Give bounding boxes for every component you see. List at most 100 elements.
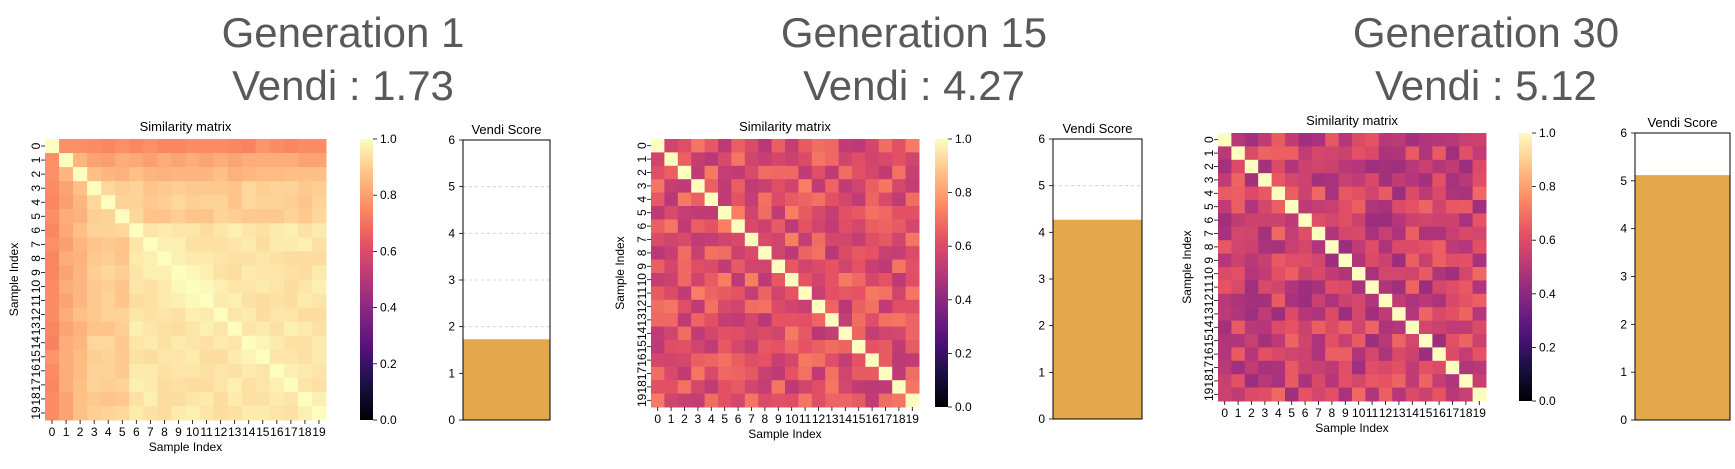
heatmap-cell — [852, 206, 866, 220]
y-tick-label: 19 — [635, 393, 649, 407]
heatmap-cell — [771, 206, 786, 220]
heatmap-cell — [1432, 387, 1447, 402]
heatmap-cell — [73, 139, 88, 154]
heatmap-cell — [664, 286, 679, 301]
heatmap-cell — [825, 340, 840, 354]
heatmap-cell — [1244, 146, 1259, 161]
heatmap-cell — [1419, 307, 1433, 322]
heatmap-cell — [771, 273, 786, 287]
heatmap-cell — [664, 353, 679, 368]
heatmap-cell — [1445, 133, 1460, 147]
heatmap-cell — [718, 259, 732, 274]
heatmap-cell — [771, 192, 786, 207]
heatmap-cell — [1378, 146, 1393, 161]
heatmap-cell — [1244, 334, 1259, 348]
heatmap-cell — [241, 181, 257, 196]
heatmap-cell — [677, 192, 692, 207]
heatmap-cell — [664, 273, 679, 287]
heatmap-cell — [892, 232, 907, 247]
heatmap-cell — [758, 139, 773, 153]
heatmap-cell — [892, 206, 907, 220]
heatmap-cell — [45, 265, 60, 280]
y-tick-label: 7 — [29, 241, 43, 248]
heatmap-cell — [892, 259, 907, 274]
heatmap-cell — [1365, 374, 1380, 389]
heatmap-cell — [1325, 360, 1340, 375]
heatmap-cell — [1258, 253, 1273, 268]
heatmap-cell — [1231, 387, 1246, 402]
heatmap-cell — [171, 195, 186, 210]
heatmap-cell — [718, 326, 732, 341]
heatmap-cell — [865, 152, 880, 167]
heatmap-cell — [1338, 146, 1353, 161]
heatmap-cell — [691, 165, 706, 180]
heatmap-cell — [865, 366, 880, 381]
heatmap-cell — [744, 326, 759, 341]
heatmap-cell — [852, 366, 866, 381]
heatmap-cell — [865, 299, 880, 314]
heatmap-cell — [825, 246, 840, 261]
colorbar-tick-label: 0.4 — [1539, 287, 1556, 301]
heatmap-cell — [1285, 213, 1299, 228]
heatmap-cell — [1459, 200, 1474, 214]
heatmap-cell — [892, 326, 907, 341]
y-tick-label: 1 — [635, 155, 649, 162]
heatmap-cell — [1365, 146, 1380, 161]
y-tick-label: 0 — [1620, 413, 1627, 427]
heatmap-cell — [1378, 253, 1393, 268]
heatmap-cell — [101, 293, 116, 309]
heatmap-cell — [1325, 307, 1340, 322]
heatmap-cell — [878, 340, 893, 354]
heatmap-cell — [905, 353, 920, 368]
colorbar-tick-label: 0.0 — [380, 413, 397, 427]
heatmap-cell — [1352, 334, 1366, 348]
heatmap-cell — [731, 259, 746, 274]
heatmap-cell — [731, 353, 746, 368]
heatmap-cell — [1298, 213, 1313, 228]
heatmap-cell — [157, 139, 172, 154]
heatmap-cell — [87, 321, 102, 337]
heatmap-cell — [1445, 293, 1460, 308]
heatmap-cell — [143, 293, 158, 309]
heatmap-cell — [269, 307, 285, 323]
heatmap-cell — [731, 286, 746, 301]
heatmap-cell — [199, 153, 215, 168]
heatmap-cell — [283, 223, 299, 238]
heatmap-cell — [283, 195, 299, 210]
heatmap-cell — [691, 366, 706, 381]
heatmap-cell — [1392, 253, 1407, 268]
heatmap-cell — [241, 321, 257, 337]
heatmap-cell — [758, 353, 773, 368]
heatmap-cell — [838, 152, 853, 167]
heatmap-cell — [87, 209, 102, 224]
heatmap-cell — [1285, 200, 1299, 214]
heatmap-cell — [878, 219, 893, 234]
heatmap-cell — [1392, 360, 1407, 375]
heatmap-cell — [115, 139, 130, 154]
heatmap-cell — [1258, 307, 1273, 322]
heatmap-cell — [731, 340, 746, 354]
heatmap-cell — [115, 307, 130, 323]
heatmap-cell — [1271, 307, 1286, 322]
heatmap-cell — [1311, 200, 1326, 214]
x-tick-label: 8 — [161, 425, 168, 439]
heatmap-cell — [825, 286, 840, 301]
heatmap-cell — [1231, 293, 1246, 308]
heatmap-cell — [1298, 173, 1313, 188]
heatmap-cell — [838, 259, 853, 274]
heatmap-cell — [213, 293, 229, 309]
heatmap-cell — [704, 139, 719, 153]
vendi-score-bar — [463, 339, 550, 420]
heatmap-cell — [785, 139, 799, 153]
y-tick-label: 1 — [1202, 149, 1216, 156]
heatmap-cell — [1405, 347, 1420, 362]
heatmap-cell — [255, 391, 271, 407]
heatmap-cell — [664, 393, 679, 408]
heatmap-cell — [59, 181, 74, 196]
heatmap-cell — [1352, 293, 1366, 308]
heatmap-cell — [115, 391, 130, 407]
y-tick-label: 3 — [1620, 270, 1627, 284]
heatmap-cell — [143, 181, 158, 196]
y-tick-label: 0 — [29, 142, 43, 149]
heatmap-cell — [297, 181, 313, 196]
